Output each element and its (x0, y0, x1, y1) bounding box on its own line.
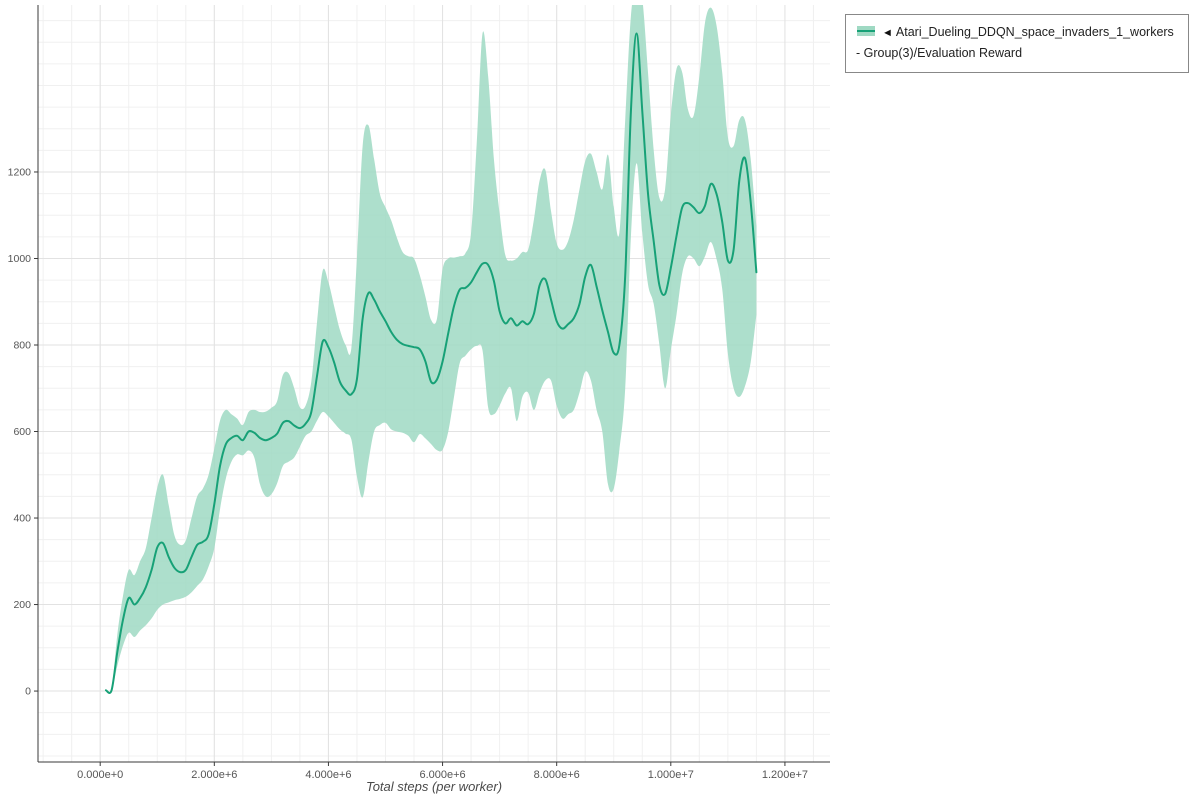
legend[interactable]: ◄ Atari_Dueling_DDQN_space_invaders_1_wor… (845, 14, 1189, 73)
tick-labels: 0 200 400 600 800 1000 1200 0.000e+0 2.000e+6 4.0… (8, 166, 808, 781)
confidence-band (105, 5, 757, 694)
x-axis-title: Total steps (per worker) (365, 779, 503, 794)
x-tick-label: 1.200e+7 (762, 769, 808, 781)
x-tick-label: 4.000e+6 (305, 769, 351, 781)
x-tick-label: 6.000e+6 (419, 769, 465, 781)
y-tick-label: 1200 (8, 166, 32, 178)
legend-series-swatch-icon (856, 24, 876, 44)
x-tick-label: 1.000e+7 (648, 769, 694, 781)
axes (34, 5, 830, 766)
y-tick-label: 800 (13, 340, 31, 352)
x-tick-label: 2.000e+6 (191, 769, 237, 781)
y-tick-label: 600 (13, 426, 31, 438)
y-tick-label: 200 (13, 599, 31, 611)
legend-marker: ◄ (882, 27, 893, 39)
mean-line[interactable] (104, 32, 758, 694)
y-tick-label: 400 (13, 513, 31, 525)
x-tick-label: 0.000e+0 (77, 769, 123, 781)
y-tick-label: 1000 (8, 253, 32, 265)
x-tick-label: 8.000e+6 (534, 769, 580, 781)
legend-series-label: Atari_Dueling_DDQN_space_invaders_1_work… (856, 25, 1174, 61)
series-group (104, 5, 758, 694)
y-tick-label: 0 (25, 686, 31, 698)
